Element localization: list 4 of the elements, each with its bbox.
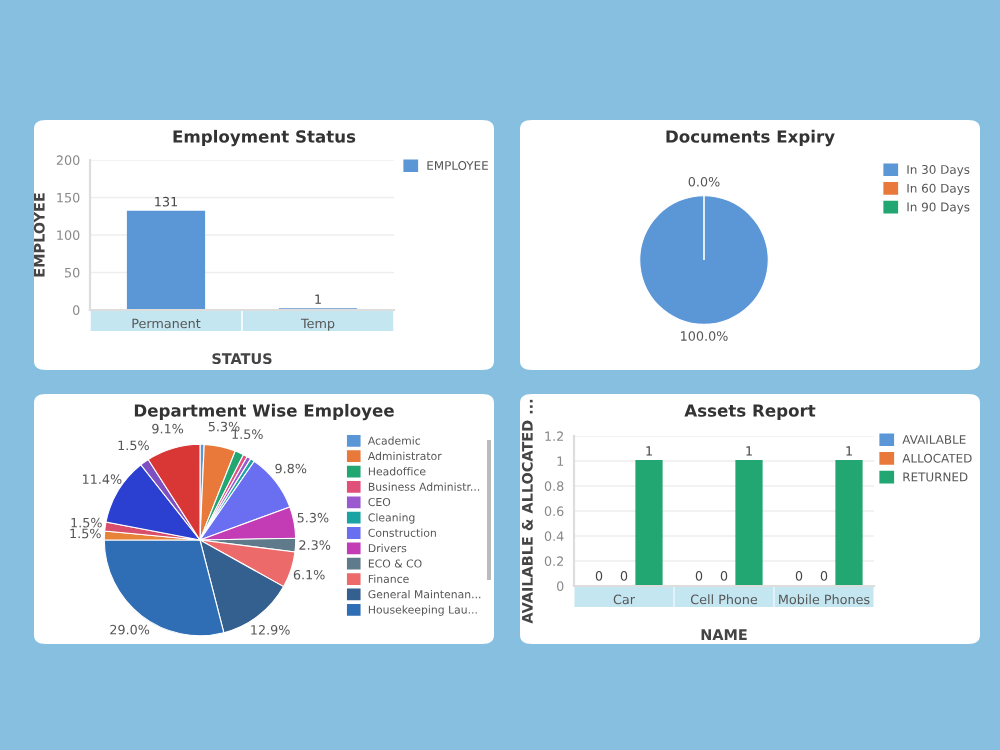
chart-title: Assets Report [684, 404, 816, 421]
chart-title: Employment Status [173, 129, 356, 147]
text: Department Wise Employee [134, 403, 394, 421]
chart-title: Documents Expiry [666, 129, 835, 147]
